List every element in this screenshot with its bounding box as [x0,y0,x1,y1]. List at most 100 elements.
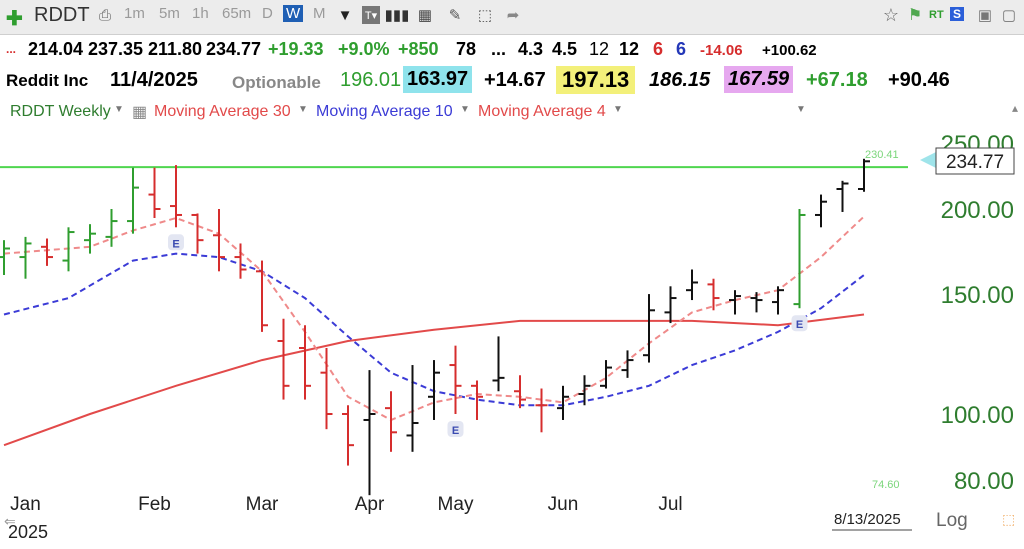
interval-1h[interactable]: 1h [192,5,209,22]
symbol-input[interactable]: RDDT [34,4,90,26]
bar-chart-icon[interactable]: ▮▮▮ [384,7,410,24]
settings-icon[interactable]: ⬚ [1002,511,1015,527]
ohlc-bar [643,294,655,363]
print-icon[interactable]: ⎙ [98,6,111,24]
info-value-6: 167.59 [724,66,794,93]
field-4: 4.3 [518,39,544,59]
legend-ma30-dropdown-icon[interactable]: ▼ [298,104,308,115]
earnings-marker-bg [791,315,808,332]
y-axis-label: 100.00 [941,402,1014,429]
interval-w[interactable]: W [283,5,304,22]
ohlc-bar [363,370,376,496]
interval-d[interactable]: D [262,5,273,22]
interval-dropdown-icon[interactable]: ▼ [337,6,353,24]
legend-grid-icon[interactable]: ▦ [132,104,148,121]
ohlc-bar [320,348,333,430]
last-price-box: 234.77 [920,147,1015,175]
info-value-5: 186.15 [649,69,711,91]
share-icon[interactable]: ➦ [506,7,520,24]
ohlc-bar [299,325,311,400]
field-7: 12 [619,39,640,59]
star-icon[interactable]: ☆ [882,4,900,25]
info-value-3: +14.67 [484,69,546,91]
log-toggle[interactable]: Log [936,510,968,531]
ohlc-bar [858,158,870,192]
quote-row: ... 214.04 237.35 211.80 234.77 +19.33 +… [0,36,1024,66]
pencil-icon[interactable]: ✎ [448,7,462,24]
ohlc-bar [815,194,827,228]
legend-ma30[interactable]: Moving Average 30 [154,103,291,120]
info-value-1: 196.01 [340,69,402,91]
ohlc-bar [277,318,290,400]
x-axis-label: Mar [246,494,279,515]
ohlc-bar [62,227,75,272]
ohlc-bar [19,236,32,279]
x-axis-label: Jul [658,494,682,515]
ohlc-bar [535,388,548,433]
chart-legend: RDDT Weekly ▼ ▦ Moving Average 30 ▼ Movi… [0,99,1024,125]
ohlc-bar [471,380,483,420]
interval-5m[interactable]: 5m [159,5,180,22]
flag-icon[interactable]: ⚑ [907,7,923,24]
field-11: +100.62 [762,42,817,59]
legend-ma4[interactable]: Moving Average 4 [478,103,606,120]
toolbar: ✚ RDDT ⎙ 1m 5m 1h 65m D W M ▼ T▾ ▮▮▮ ▦ ✎… [0,0,1024,35]
ohlc-bar [557,385,569,420]
legend-ma10-dropdown-icon[interactable]: ▼ [460,104,470,115]
calculator-icon[interactable]: ▦ [417,7,433,24]
earnings-marker: E [796,319,803,331]
field-1: +850 [398,39,439,59]
rt-label[interactable]: RT [929,9,944,21]
ohlc-bar [385,391,397,452]
scroll-left-icon[interactable]: ⇐ [4,513,16,529]
ohlc-bar [492,336,505,392]
ohlc-bar [105,208,118,247]
info-row: Reddit Inc 11/4/2025 Optionable 196.01 1… [0,66,1024,98]
hline-label: 230.41 [865,149,899,161]
change-value: +19.33 [268,39,324,59]
open-value: 214.04 [28,39,84,59]
legend-ma10[interactable]: Moving Average 10 [316,103,453,120]
ohlc-bar [621,350,634,378]
window-icon[interactable]: ▢ [1001,7,1017,24]
year-label: 2025 [8,522,48,542]
tag-icon[interactable]: ⬚ [477,7,493,24]
field-3: ... [491,39,507,59]
interval-1m[interactable]: 1m [124,5,145,22]
ohlc-bar [750,292,763,313]
info-value-2: 163.97 [403,66,473,93]
field-10: -14.06 [700,42,743,59]
field-5: 4.5 [552,39,578,59]
ohlc-bar [84,224,96,254]
save-icon[interactable]: ▣ [977,7,993,24]
last-price-label: 234.77 [946,152,1004,173]
text-tool-icon[interactable]: T▾ [362,6,380,24]
ohlc-bar [514,375,526,409]
ohlc-bar [234,243,247,279]
ohlc-bar [664,286,677,324]
legend-series-dropdown-icon[interactable]: ▼ [114,104,124,115]
legend-menu-dropdown-icon[interactable]: ▼ [796,104,806,115]
ohlc-bar [836,180,849,212]
ma10-line [3,252,865,407]
ohlc-bar [213,208,225,272]
x-axis-label: May [438,494,474,515]
close-value: 234.77 [206,39,262,59]
ohlc-bar [256,260,268,332]
s-button[interactable]: S [950,7,965,21]
field-8: 6 [653,39,664,59]
add-symbol-icon[interactable]: ✚ [6,8,23,30]
ohlc-bar [428,360,440,420]
optionable-label: Optionable [232,73,321,92]
ohlc-bar [127,167,139,234]
legend-ma4-dropdown-icon[interactable]: ▼ [613,104,623,115]
earnings-marker-bg [447,421,464,438]
interval-m[interactable]: M [313,5,326,22]
interval-65m[interactable]: 65m [222,5,252,22]
x-axis-label: Jun [548,494,579,515]
legend-series[interactable]: RDDT Weekly [10,103,111,120]
ohlc-bar [600,360,612,389]
legend-collapse-icon[interactable]: ▴ [1012,101,1019,115]
ma4-line [3,215,865,422]
